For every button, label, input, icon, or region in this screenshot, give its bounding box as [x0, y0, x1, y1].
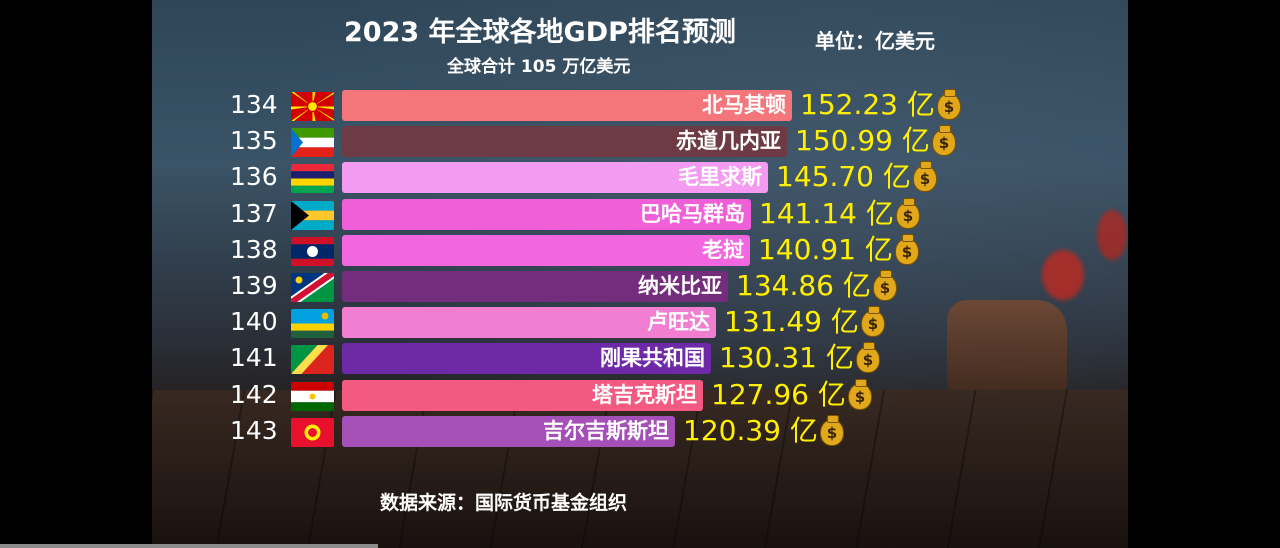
rank-label: 139 [230, 271, 278, 300]
rank-label: 137 [230, 198, 278, 228]
bar [342, 379, 703, 411]
rank-label: 140 [230, 307, 278, 337]
bar [342, 343, 711, 375]
bahamas-flag [291, 200, 334, 230]
data-label: 130.31 亿 [719, 341, 854, 375]
money-bag-icon: $ [913, 161, 937, 193]
namibia-flag [291, 273, 334, 302]
rank-label: 136 [230, 162, 278, 192]
rank-label: 138 [230, 234, 278, 264]
money-bag-icon: $ [896, 197, 920, 229]
money-bag-icon: $ [937, 89, 961, 120]
unit-label: 单位：亿美元 [815, 29, 935, 53]
category-label: 赤道几内亚 [676, 129, 781, 154]
money-bag-icon: $ [861, 306, 885, 338]
data-source: 数据来源：国际货币基金组织 [380, 492, 628, 514]
rank-label: 134 [230, 90, 278, 119]
bar [342, 307, 716, 339]
money-bag-icon: $ [848, 378, 872, 410]
data-label: 140.91 亿 [758, 232, 893, 266]
mauritius-flag [291, 164, 334, 194]
bar [342, 234, 750, 266]
money-bag-icon: $ [895, 233, 919, 265]
north-macedonia-flag [291, 92, 334, 121]
background-light [1097, 210, 1127, 260]
rwanda-flag [291, 309, 334, 339]
category-label: 塔吉克斯坦 [592, 382, 697, 407]
category-label: 北马其顿 [702, 93, 786, 117]
money-bag-icon: $ [873, 270, 897, 301]
rank-label: 135 [230, 126, 278, 156]
data-label: 131.49 亿 [724, 305, 859, 339]
video-frame: 2023 年全球各地GDP排名预测 单位：亿美元 全球合计 105 万亿美元 1… [152, 0, 1128, 548]
republic-of-the-congo-flag [291, 345, 334, 375]
bar [342, 198, 751, 230]
bar [342, 415, 675, 447]
data-label: 145.70 亿 [776, 160, 911, 194]
data-label: 120.39 亿 [683, 413, 818, 447]
data-label: 127.96 亿 [711, 377, 846, 411]
category-label: 毛里求斯 [678, 165, 762, 190]
tajikistan-flag [291, 381, 334, 411]
bar [342, 271, 728, 302]
category-label: 纳米比亚 [638, 274, 722, 298]
rank-label: 141 [230, 343, 278, 373]
data-label: 152.23 亿 [800, 88, 935, 121]
data-label: 141.14 亿 [759, 196, 894, 230]
laos-flag [291, 236, 334, 266]
money-bag-icon: $ [932, 125, 956, 157]
data-label: 134.86 亿 [736, 269, 871, 302]
category-label: 巴哈马群岛 [640, 201, 745, 226]
bar [342, 162, 768, 194]
kyrgyzstan-flag [291, 417, 334, 447]
money-bag-icon: $ [856, 342, 880, 374]
background-deck [152, 390, 1128, 548]
data-label: 150.99 亿 [795, 124, 930, 158]
category-label: 吉尔吉斯斯坦 [543, 418, 669, 443]
video-progress-bar[interactable] [0, 544, 378, 548]
category-label: 刚果共和国 [600, 346, 705, 371]
category-label: 卢旺达 [647, 310, 710, 335]
bar [342, 90, 792, 121]
chart-subtitle: 全球合计 105 万亿美元 [447, 57, 631, 77]
money-bag-icon: $ [820, 414, 844, 446]
chart-title: 2023 年全球各地GDP排名预测 [344, 17, 736, 48]
background-rock [947, 300, 1067, 390]
background-light [1042, 250, 1084, 300]
rank-label: 143 [230, 415, 278, 445]
rank-label: 142 [230, 379, 278, 409]
category-label: 老挝 [702, 237, 744, 262]
bar [342, 126, 787, 158]
equatorial-guinea-flag [291, 128, 334, 158]
